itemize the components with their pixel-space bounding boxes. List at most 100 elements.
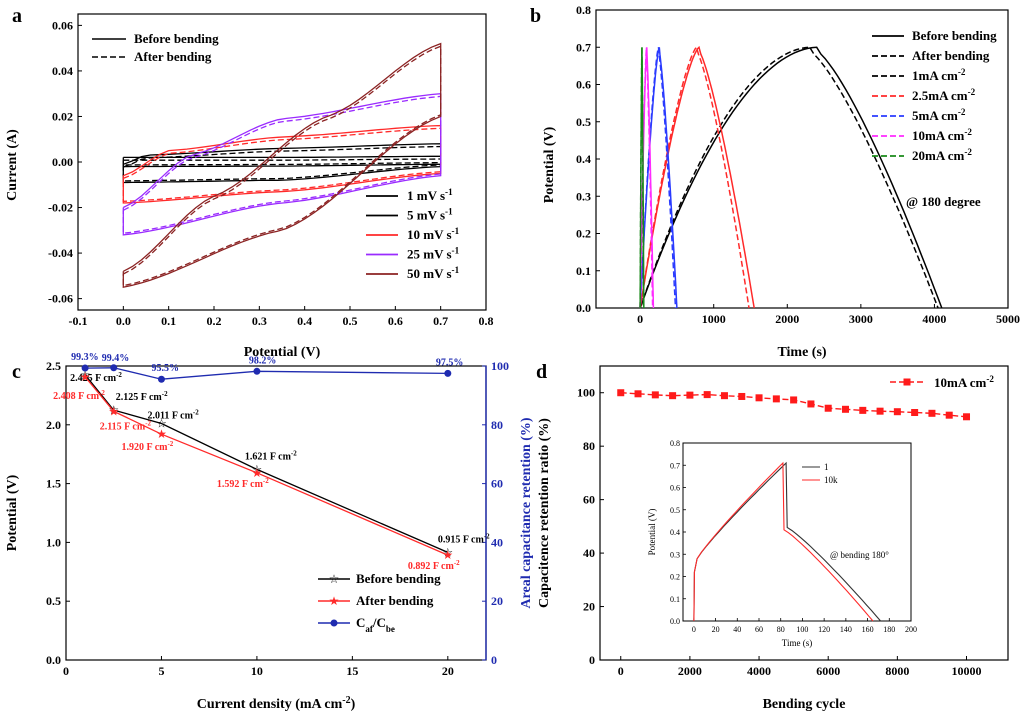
inset-y-tick-label: 0.0 (670, 617, 680, 626)
marker-star: ★ (108, 404, 119, 418)
marker-square (634, 390, 642, 398)
data-label-sup: -2 (291, 449, 297, 457)
data-label-main: 2.011 F cm (147, 411, 193, 422)
data-label: 98.2% (249, 355, 277, 366)
y-tick-label: 0.3 (576, 189, 591, 203)
y-tick-label: 0 (589, 653, 595, 667)
legend-label-sub: /C (372, 615, 386, 630)
y-tick-label: 0.02 (52, 109, 73, 123)
legend-label: 50 mV s-1 (407, 265, 460, 281)
legend-label-main: 1 mV s (407, 188, 445, 203)
data-label-sup: -2 (99, 389, 105, 397)
x-tick-label: 2000 (678, 664, 702, 678)
y-tick-label: 2.0 (46, 418, 61, 432)
inset-x-tick-label: 100 (796, 625, 808, 634)
y-tick-label: 100 (577, 386, 595, 400)
y2-tick-label: 100 (491, 359, 509, 373)
data-label: 2.011 F cm-2 (147, 409, 199, 422)
legend-marker (903, 378, 911, 386)
legend-label-sup: -2 (968, 87, 976, 97)
inset-y-tick-label: 0.4 (670, 528, 680, 537)
x-tick-label: 4000 (747, 664, 771, 678)
marker-square (841, 405, 849, 413)
y-tick-label: 0.6 (576, 78, 591, 92)
legend-label-sup: -1 (452, 246, 460, 256)
legend-label: 5 mV s-1 (407, 207, 453, 223)
y-tick-label: 0.4 (576, 152, 591, 166)
gcd-curve (639, 46, 943, 309)
legend-label: 20mA cm-2 (912, 147, 972, 163)
data-label: 0.892 F cm-2 (408, 559, 460, 572)
legend-label-main: 2.5mA cm (912, 88, 968, 103)
data-label: 1.592 F cm-2 (217, 477, 269, 490)
inset-legend-label: 10k (824, 475, 838, 485)
y-axis-title: Current (A) (5, 129, 20, 201)
x-axis-title: Current density (mA cm-2) (197, 695, 356, 713)
legend-label: 10mA cm-2 (934, 374, 994, 390)
x-axis-title-sup: -2 (342, 695, 350, 706)
x-tick-label: 15 (346, 664, 358, 678)
y2-tick-label: 0 (491, 653, 497, 667)
data-label: 99.3% (71, 352, 99, 363)
legend-label-main: 5mA cm (912, 108, 958, 123)
x-tick-label: 0.6 (388, 314, 403, 328)
x-tick-label: 2000 (775, 312, 799, 326)
y-axis-title: Potential (V) (5, 474, 20, 551)
legend-label-main: 10mA cm (912, 128, 965, 143)
marker-star: ★ (156, 427, 167, 441)
marker-circle (253, 367, 261, 375)
legend-label: 5mA cm-2 (912, 107, 966, 123)
marker-circle (110, 364, 118, 372)
marker-square (876, 407, 884, 415)
y-tick-label: 0.0 (576, 301, 591, 315)
legend-label-main: 25 mV s (407, 247, 452, 262)
inset-y-tick-label: 0.2 (670, 573, 680, 582)
y2-axis-title: Areal capacitance retention (%) (519, 417, 534, 608)
x-tick-label: 5 (158, 664, 164, 678)
cv-loop-before (122, 42, 442, 288)
x-axis-title: Time (s) (777, 345, 826, 360)
inset-x-tick-label: 180 (883, 625, 895, 634)
y-tick-label: 60 (583, 493, 595, 507)
plot-frame (65, 365, 487, 661)
data-label-sup: -2 (116, 371, 122, 379)
y2-tick-label: 40 (491, 535, 503, 549)
gcd-curve (639, 45, 755, 309)
cv-loop-after (122, 45, 442, 287)
y-tick-label: 2.5 (46, 359, 61, 373)
marker-circle (444, 369, 452, 377)
y-tick-label: 0.7 (576, 40, 591, 54)
marker-star: ★ (252, 466, 263, 480)
inset-x-tick-label: 20 (712, 625, 720, 634)
y-tick-label: -0.06 (48, 292, 73, 306)
marker-star: ★ (442, 548, 453, 562)
y-tick-label: 0.04 (52, 64, 73, 78)
legend-label: Caf/Cbe (356, 615, 395, 634)
inset-x-tick-label: 160 (862, 625, 874, 634)
marker-square (963, 413, 971, 421)
y-axis-title: Capacitence retention ratio (%) (537, 418, 552, 608)
gcd-curve (639, 45, 750, 309)
marker-square (945, 411, 953, 419)
x-tick-label: 0.3 (252, 314, 267, 328)
marker-square (772, 395, 780, 403)
data-label-main: 2.425 F cm (70, 373, 117, 384)
x-tick-label: 5000 (996, 312, 1020, 326)
legend-label-sup: -1 (452, 226, 460, 236)
series-line (84, 376, 449, 556)
panel-b-gcd-curves: b 0 1000 2000 3000 4000 5000 0.0 0.1 0.2 0.3 0.4 0.5… (530, 3, 1020, 360)
marker-square (703, 391, 711, 399)
inset-legend-label: 1 (824, 462, 829, 472)
marker-square (669, 392, 677, 400)
marker-star: ★ (80, 370, 91, 384)
inset-x-tick-label: 200 (905, 625, 917, 634)
data-label-main: 1.621 F cm (245, 451, 292, 462)
legend-label-main: C (356, 615, 365, 630)
y-tick-label: 40 (583, 546, 595, 560)
series-line (84, 374, 449, 553)
data-label-sup: -2 (145, 419, 151, 427)
inset-x-tick-label: 40 (733, 625, 741, 634)
gcd-curve (639, 47, 654, 309)
marker-circle (81, 364, 89, 372)
x-tick-label: 0.4 (297, 314, 312, 328)
